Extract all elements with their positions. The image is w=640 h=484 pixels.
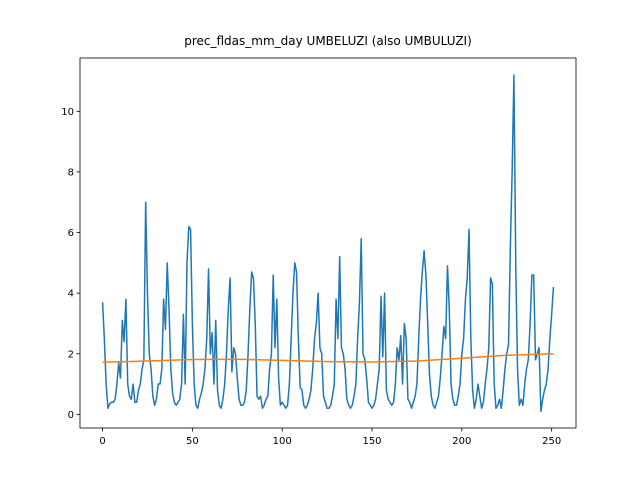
data-line [102,353,554,363]
y-tick-label: 8 [68,167,74,178]
y-tick-label: 10 [61,107,74,118]
y-tick-label: 4 [68,289,74,300]
x-tick-label: 0 [99,436,105,447]
data-line [101,74,555,413]
y-tick-label: 0 [68,410,74,421]
x-tick-label: 150 [362,436,381,447]
plot-frame [79,57,577,429]
y-tick-label: 2 [68,349,74,360]
y-tick-label: 6 [68,228,74,239]
x-tick-label: 200 [452,436,471,447]
x-tick-label: 100 [273,436,292,447]
x-tick-label: 50 [186,436,199,447]
chart-title: prec_fldas_mm_day UMBELUZI (also UMBULUZ… [184,34,472,48]
x-tick-label: 250 [542,436,561,447]
